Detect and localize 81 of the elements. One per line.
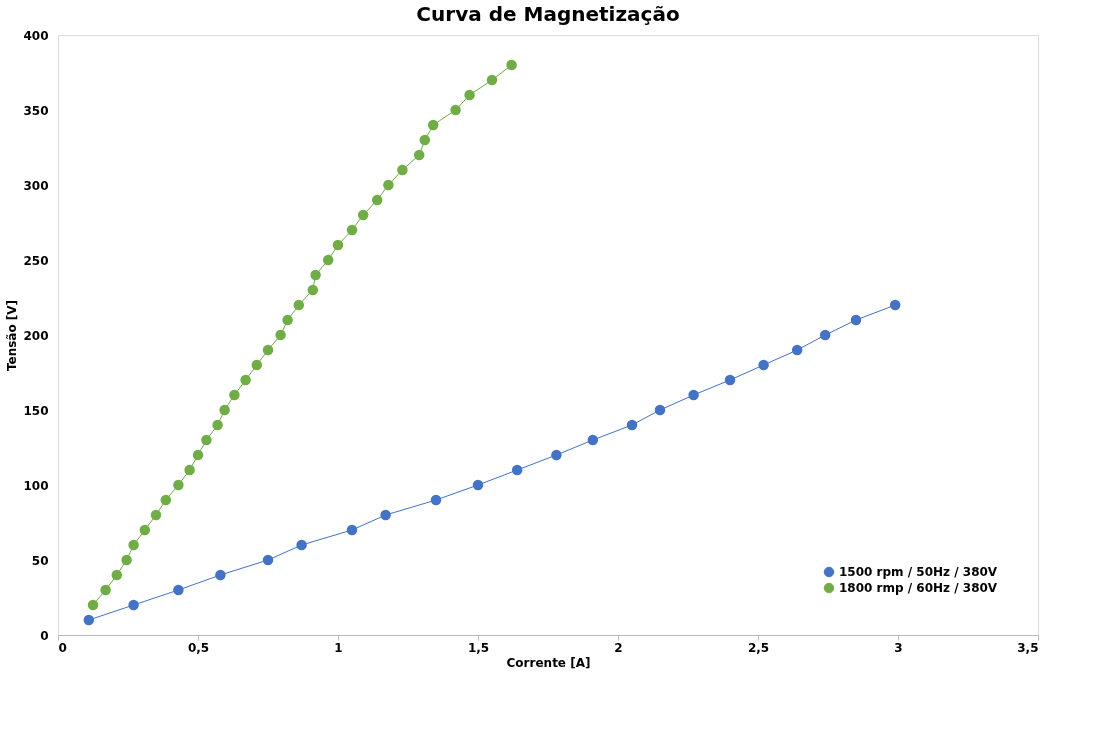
point bbox=[251, 359, 263, 371]
point bbox=[486, 74, 498, 86]
legend-label: 1500 rpm / 50Hz / 380V bbox=[839, 565, 998, 579]
point bbox=[173, 479, 184, 491]
x-tick-label: 1,5 bbox=[467, 640, 490, 655]
point bbox=[293, 299, 305, 311]
point bbox=[296, 539, 307, 551]
y-tick-label: 150 bbox=[23, 403, 49, 418]
point bbox=[551, 449, 562, 461]
point bbox=[397, 164, 408, 176]
y-tick-label: 0 bbox=[40, 628, 49, 643]
point bbox=[201, 434, 212, 446]
point bbox=[889, 299, 901, 311]
point bbox=[450, 104, 461, 116]
point bbox=[688, 389, 699, 401]
y-axis-title: Tensão [V] bbox=[5, 299, 20, 372]
point bbox=[100, 584, 111, 596]
y-tick-label: 200 bbox=[23, 328, 49, 343]
point bbox=[262, 344, 274, 356]
point bbox=[160, 494, 172, 506]
point bbox=[791, 344, 803, 356]
x-tick-label: 3 bbox=[894, 640, 903, 655]
point bbox=[346, 224, 358, 236]
point bbox=[219, 404, 230, 416]
point bbox=[240, 374, 251, 386]
legend-label: 1800 rmp / 60Hz / 380V bbox=[839, 581, 998, 595]
point bbox=[371, 194, 383, 206]
point bbox=[275, 329, 286, 341]
point bbox=[380, 509, 391, 521]
point bbox=[654, 404, 666, 416]
point bbox=[464, 89, 475, 101]
x-tick-label: 2,5 bbox=[747, 640, 770, 655]
y-tick-label: 400 bbox=[23, 28, 49, 43]
point bbox=[430, 494, 442, 506]
point bbox=[506, 59, 517, 71]
x-tick-label: 0 bbox=[58, 640, 67, 655]
point bbox=[173, 584, 184, 596]
point bbox=[83, 614, 95, 626]
point bbox=[850, 314, 862, 326]
point bbox=[472, 479, 484, 491]
y-tick-label: 100 bbox=[23, 478, 49, 493]
x-axis-title: Corrente [A] bbox=[506, 655, 591, 670]
point bbox=[322, 254, 334, 266]
point bbox=[383, 179, 394, 191]
point bbox=[87, 599, 99, 611]
x-tick-label: 3,5 bbox=[1017, 640, 1039, 655]
point bbox=[346, 524, 358, 536]
point bbox=[307, 284, 319, 296]
point bbox=[111, 569, 123, 581]
point bbox=[587, 434, 599, 446]
point bbox=[511, 464, 523, 476]
point bbox=[128, 599, 139, 611]
point bbox=[128, 539, 139, 551]
point bbox=[192, 449, 204, 461]
point bbox=[150, 509, 162, 521]
point bbox=[427, 119, 439, 131]
point bbox=[184, 464, 195, 476]
point bbox=[282, 314, 293, 326]
point bbox=[121, 554, 132, 566]
point bbox=[229, 389, 240, 401]
point bbox=[139, 524, 151, 536]
point bbox=[724, 374, 736, 386]
point bbox=[626, 419, 638, 431]
point bbox=[332, 239, 344, 251]
point bbox=[357, 209, 369, 221]
x-tick-label: 1 bbox=[334, 640, 343, 655]
point bbox=[758, 359, 769, 371]
y-tick-label: 50 bbox=[31, 553, 49, 568]
point bbox=[262, 554, 274, 566]
point bbox=[419, 134, 431, 146]
x-tick-label: 0,5 bbox=[187, 640, 210, 655]
point bbox=[212, 419, 223, 431]
point bbox=[819, 329, 831, 341]
y-tick-label: 350 bbox=[23, 103, 49, 118]
y-tick-label: 300 bbox=[23, 178, 49, 193]
point bbox=[215, 569, 226, 581]
y-tick-label: 250 bbox=[23, 253, 49, 268]
point bbox=[413, 149, 425, 161]
x-tick-label: 2 bbox=[614, 640, 623, 655]
point bbox=[310, 269, 321, 281]
chart-title: Curva de Magnetização bbox=[416, 2, 680, 26]
